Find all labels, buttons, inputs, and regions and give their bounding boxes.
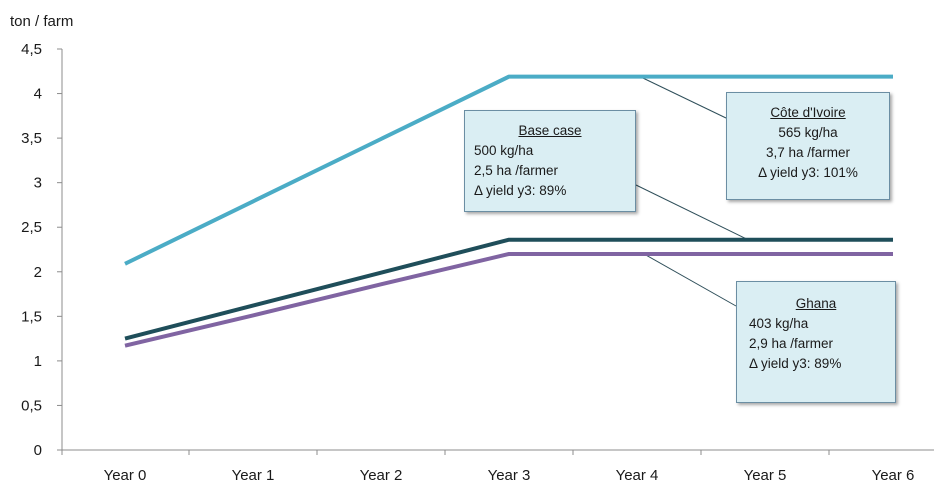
y-tick-label: 4 bbox=[34, 86, 42, 103]
ghana-delta: Δ yield y3: 89% bbox=[749, 356, 842, 371]
x-tick-label: Year 5 bbox=[744, 467, 787, 484]
base-case-area: 2,5 ha /farmer bbox=[474, 163, 559, 178]
ghana-callout: Ghana 403 kg/ha 2,9 ha /farmer Δ yield y… bbox=[736, 281, 896, 403]
x-tick-label: Year 1 bbox=[232, 467, 275, 484]
base-case-callout: Base case 500 kg/ha 2,5 ha /farmer Δ yie… bbox=[464, 110, 636, 212]
x-tick-label: Year 6 bbox=[872, 467, 915, 484]
base-case-series-line bbox=[124, 237, 893, 341]
cote-divoire-yield: 565 kg/ha bbox=[778, 125, 838, 140]
y-tick-label: 3 bbox=[34, 175, 42, 192]
x-tick-label: Year 0 bbox=[104, 467, 147, 484]
y-tick-label: 0,5 bbox=[21, 397, 42, 414]
y-tick-label: 2 bbox=[34, 264, 42, 281]
y-tick-label: 2,5 bbox=[21, 219, 42, 236]
callout-leader-lines bbox=[635, 76, 749, 307]
base-case-yield: 500 kg/ha bbox=[474, 143, 534, 158]
ghana-area: 2,9 ha /farmer bbox=[749, 336, 834, 351]
ghana-callout-title: Ghana bbox=[795, 296, 837, 311]
y-tick-label: 3,5 bbox=[21, 130, 42, 147]
cote-divoire-leader-line bbox=[639, 76, 727, 119]
cote-divoire-callout: Côte d'Ivoire 565 kg/ha 3,7 ha /farmer Δ… bbox=[726, 92, 890, 200]
ghana-leader-line bbox=[643, 253, 737, 307]
x-axis: Year 0 Year 1 Year 2 Year 3 Year 4 Year 5 Year… bbox=[61, 449, 934, 484]
ghana-yield: 403 kg/ha bbox=[749, 316, 809, 331]
cote-divoire-delta: Δ yield y3: 101% bbox=[758, 165, 858, 180]
x-tick-label: Year 4 bbox=[616, 467, 659, 484]
cote-divoire-series-line bbox=[124, 74, 893, 266]
y-tick-label: 1 bbox=[34, 353, 42, 370]
cote-divoire-callout-title: Côte d'Ivoire bbox=[770, 105, 846, 120]
cote-divoire-area: 3,7 ha /farmer bbox=[765, 145, 851, 160]
y-axis-unit-label: ton / farm bbox=[10, 13, 73, 30]
y-tick-label: 4,5 bbox=[21, 41, 42, 58]
y-tick-label: 1,5 bbox=[21, 308, 42, 325]
ghana-series-line bbox=[124, 252, 893, 348]
base-case-delta: Δ yield y3: 89% bbox=[474, 183, 567, 198]
x-tick-label: Year 3 bbox=[488, 467, 531, 484]
series-lines bbox=[124, 74, 893, 348]
y-tick-label: 0 bbox=[34, 442, 42, 459]
base-case-leader-line bbox=[635, 184, 749, 241]
base-case-callout-title: Base case bbox=[518, 123, 582, 138]
y-axis: 0 0,5 1 1,5 2 2,5 3 3,5 4 4,5 bbox=[21, 41, 63, 459]
x-tick-label: Year 2 bbox=[360, 467, 403, 484]
